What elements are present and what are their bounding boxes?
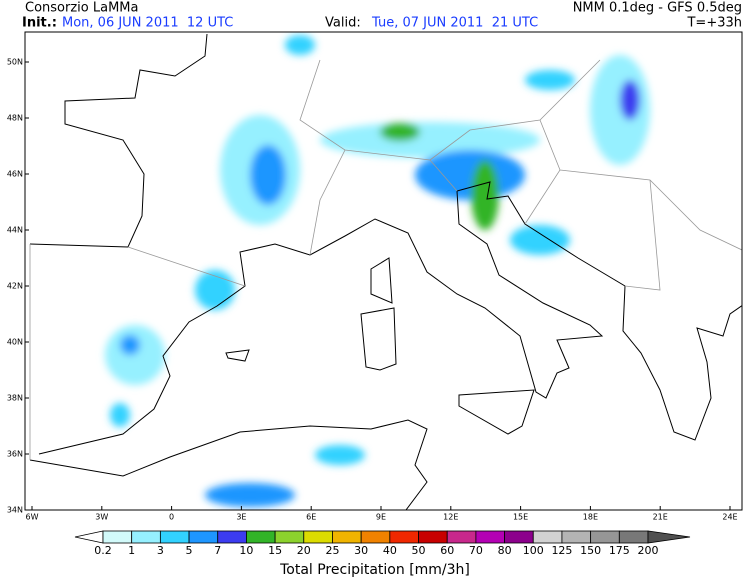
map-frame xyxy=(24,31,743,511)
colorbar-box xyxy=(332,530,362,544)
lon-label: 0 xyxy=(169,513,174,522)
model-info: NMM 0.1deg - GFS 0.5deg xyxy=(573,1,742,16)
lat-label: 36N xyxy=(7,450,23,459)
lat-label: 48N xyxy=(7,114,23,123)
valid-label: Valid: xyxy=(325,16,361,31)
island xyxy=(458,389,535,435)
colorbar-box xyxy=(360,530,391,544)
map xyxy=(29,33,742,510)
init-label: Init.: xyxy=(22,16,57,31)
lon-label: 3E xyxy=(236,513,246,522)
colorbar-arrow xyxy=(647,530,691,544)
colorbar-label: 20 xyxy=(297,544,311,557)
colorbar-box xyxy=(159,530,190,544)
colorbar-label: 7 xyxy=(214,544,221,557)
precipitation xyxy=(105,35,650,507)
colorbar-label: 40 xyxy=(383,544,397,557)
island xyxy=(225,349,250,362)
colorbar-box xyxy=(618,530,649,544)
colorbar-label: 1 xyxy=(128,544,135,557)
lead-time: T=+33h xyxy=(686,16,742,31)
colorbar-box xyxy=(217,530,247,544)
island xyxy=(370,257,393,304)
colorbar-box xyxy=(446,530,477,544)
lon-label: 6E xyxy=(306,513,316,522)
colorbar-label: 25 xyxy=(325,544,339,557)
colorbar-label: 30 xyxy=(354,544,368,557)
coastline xyxy=(29,33,208,248)
coastline xyxy=(29,419,428,510)
lon-label: 6W xyxy=(26,513,39,522)
colorbar-label: 10 xyxy=(239,544,253,557)
lon-label: 9E xyxy=(376,513,386,522)
lat-label: 42N xyxy=(7,282,23,291)
lat-label: 40N xyxy=(7,338,23,347)
lat-label: 34N xyxy=(7,506,23,515)
colorbar-box xyxy=(504,530,534,544)
colorbar-label: 175 xyxy=(609,544,630,557)
colorbar-box xyxy=(590,530,620,544)
colorbar-label: 60 xyxy=(440,544,454,557)
left-title: Consorzio LaMMa xyxy=(25,1,138,16)
colorbar-label: 200 xyxy=(638,544,659,557)
colorbar-box xyxy=(303,530,333,544)
colorbar-box xyxy=(561,530,592,544)
colorbar-label: 80 xyxy=(498,544,512,557)
colorbar-label: 150 xyxy=(580,544,601,557)
colorbar-label: 15 xyxy=(268,544,282,557)
colorbar-box xyxy=(475,530,505,544)
lon-label: 18E xyxy=(583,513,598,522)
lat-label: 46N xyxy=(7,170,23,179)
colorbar-label: 50 xyxy=(412,544,426,557)
colorbar-box xyxy=(418,530,448,544)
colorbar-label: 0.2 xyxy=(94,544,112,557)
colorbar-label: 5 xyxy=(186,544,193,557)
island xyxy=(360,307,397,371)
colorbar-arrow xyxy=(74,530,104,544)
coastline xyxy=(38,181,742,455)
lon-label: 24E xyxy=(722,513,737,522)
colorbar-box xyxy=(131,530,161,544)
colorbar-label: 100 xyxy=(523,544,544,557)
colorbar-box xyxy=(102,530,133,544)
colorbar-label: 3 xyxy=(157,544,164,557)
lon-label: 3W xyxy=(95,513,108,522)
colorbar-box xyxy=(188,530,219,544)
lon-label: 15E xyxy=(513,513,528,522)
lat-label: 44N xyxy=(7,226,23,235)
lon-label: 21E xyxy=(653,513,668,522)
border xyxy=(29,59,742,460)
colorbar-label: 70 xyxy=(469,544,483,557)
colorbar-box xyxy=(532,530,563,544)
lat-label: 50N xyxy=(7,58,23,67)
init-value: Mon, 06 JUN 2011 12 UTC xyxy=(62,16,233,31)
valid-value: Tue, 07 JUN 2011 21 UTC xyxy=(371,16,538,31)
colorbar-box xyxy=(246,530,276,544)
colorbar-box xyxy=(274,530,305,544)
colorbar-title: Total Precipitation [mm/3h] xyxy=(279,562,470,578)
colorbar-box xyxy=(389,530,419,544)
colorbar-label: 125 xyxy=(551,544,572,557)
lat-label: 38N xyxy=(7,394,23,403)
lon-label: 12E xyxy=(443,513,458,522)
